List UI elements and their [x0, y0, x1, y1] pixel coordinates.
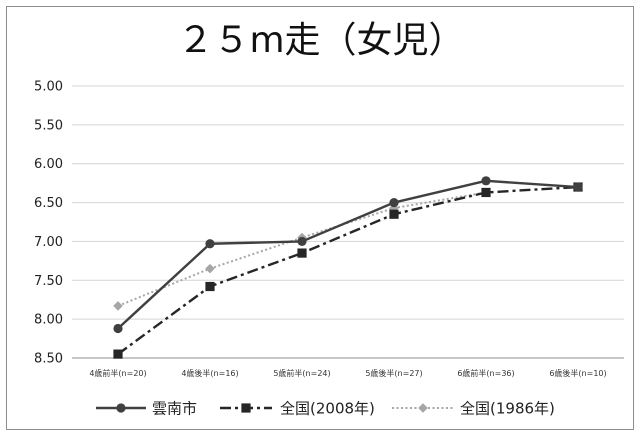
y-axis-ticks: 5.00 5.50 6.00 6.50 7.00 7.50 8.00 8.50	[34, 80, 63, 367]
series-lines	[117, 179, 579, 356]
data-point	[389, 197, 399, 208]
gridlines	[72, 85, 624, 359]
x-tick-label: 5歳前半(n=24)	[273, 368, 330, 378]
legend-label: 全国(1986年)	[460, 400, 555, 418]
chart-frame	[6, 6, 634, 430]
legend: 雲南市 全国(2008年) 全国(1986年)	[96, 400, 555, 418]
data-point	[205, 263, 215, 274]
y-tick-label: 5.00	[34, 80, 63, 95]
data-point	[113, 301, 123, 311]
data-point	[481, 187, 491, 198]
legend-marker	[241, 403, 251, 413]
x-tick-label: 6歳前半(n=36)	[457, 368, 514, 378]
y-tick-label: 8.00	[34, 313, 63, 328]
data-point	[205, 281, 215, 292]
y-tick-label: 7.50	[34, 274, 63, 289]
data-point	[113, 349, 123, 359]
data-point	[297, 236, 307, 247]
x-tick-label: 5歳後半(n=27)	[365, 368, 422, 378]
legend-label: 雲南市	[152, 400, 197, 418]
x-tick-label: 4歳後半(n=16)	[181, 368, 238, 378]
y-tick-label: 5.50	[34, 118, 63, 133]
x-tick-label: 4歳前半(n=20)	[89, 368, 146, 378]
data-point	[481, 176, 491, 186]
data-point	[573, 182, 583, 192]
y-tick-label: 8.50	[34, 352, 63, 367]
x-axis-ticks: 4歳前半(n=20) 4歳後半(n=16) 5歳前半(n=24) 5歳後半(n=27)…	[89, 368, 606, 378]
y-tick-label: 6.50	[34, 196, 63, 211]
y-tick-label: 7.00	[34, 235, 63, 250]
y-tick-label: 6.00	[34, 157, 63, 172]
series-line	[117, 179, 579, 330]
series-line	[117, 191, 487, 307]
chart-title: ２５m走（女児）	[177, 20, 464, 61]
x-tick-label: 6歳後半(n=10)	[549, 368, 606, 378]
series-markers	[113, 176, 583, 359]
legend-marker	[116, 403, 126, 413]
legend-label: 全国(2008年)	[280, 400, 375, 418]
data-point	[389, 203, 399, 213]
data-point	[205, 239, 215, 249]
data-point	[389, 209, 399, 219]
legend-marker	[418, 403, 428, 413]
series-line	[117, 185, 579, 356]
data-point	[297, 248, 307, 258]
data-point	[113, 323, 123, 334]
